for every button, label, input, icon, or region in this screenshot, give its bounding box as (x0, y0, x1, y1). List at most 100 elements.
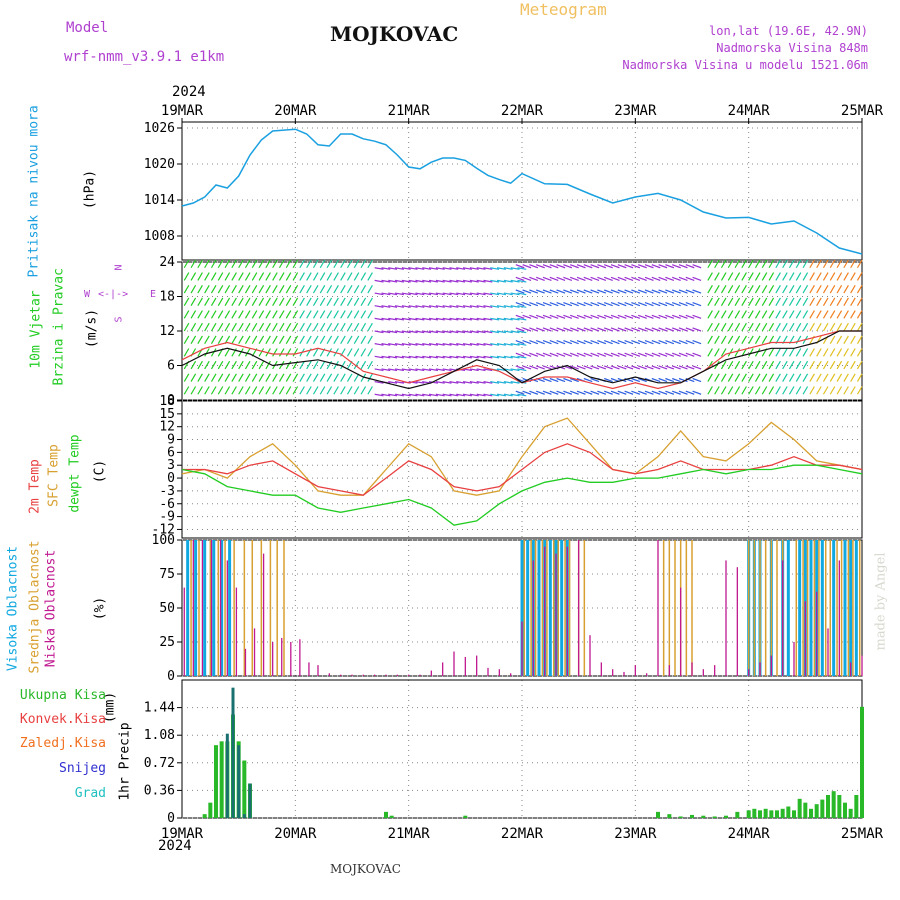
wind-barb (265, 310, 271, 319)
wind-barb (278, 272, 285, 281)
wind-barb (422, 355, 432, 359)
wind-barb (490, 393, 500, 397)
wind-barb (644, 264, 654, 269)
wind-barb (741, 259, 747, 269)
wind-barb (272, 272, 278, 281)
wind-barb (408, 292, 418, 296)
wind-barb (503, 393, 513, 397)
wind-barb (671, 390, 681, 395)
wind-barb (346, 373, 353, 382)
wind-barb (374, 368, 384, 372)
wind-barb (692, 289, 702, 294)
wind-barb (224, 386, 231, 395)
wind-barb (795, 335, 802, 344)
wind-barb (768, 272, 775, 281)
wind-barb (217, 322, 224, 332)
wind-barb (644, 390, 654, 395)
wind-barb (367, 297, 373, 307)
wind-barb (483, 279, 493, 283)
wind-barb (333, 272, 339, 281)
wind-barb (510, 305, 520, 308)
y-tick-label-precip: 0.36 (144, 783, 175, 798)
wind-barb (741, 310, 747, 319)
wind-barb (401, 355, 411, 359)
wind-barb (816, 259, 822, 269)
wind-barb (231, 297, 237, 307)
wind-barb (183, 284, 190, 294)
wind-barb (197, 360, 203, 370)
wind-barb (529, 314, 539, 319)
wind-gust-line (181, 330, 862, 390)
wind-barb (340, 284, 346, 294)
wind-barb (603, 340, 613, 345)
wind-barb (741, 297, 747, 307)
wind-barb (510, 292, 520, 296)
wind-barb (251, 360, 258, 370)
wind-barb (644, 352, 654, 357)
wind-barb (535, 314, 545, 319)
precip-bar-total (752, 808, 757, 818)
wind-barb (775, 386, 781, 395)
wind-barb (415, 305, 425, 308)
wind-barb (529, 340, 539, 345)
wind-barb (183, 310, 190, 319)
wind-barb (665, 289, 675, 294)
wind-barb (462, 292, 473, 296)
wind-barb (278, 373, 285, 382)
wind-barb (292, 284, 299, 294)
wind-barb (727, 373, 734, 382)
wind-barb (603, 289, 613, 294)
wind-barb (754, 297, 761, 307)
wind-barb (374, 381, 384, 384)
wind-barb (535, 276, 545, 281)
wind-barb (435, 292, 445, 296)
wind-barb (496, 355, 507, 359)
wind-barb (381, 267, 391, 270)
wind-barb (326, 310, 333, 319)
wind-barb (517, 393, 527, 397)
wind-barb (836, 348, 843, 357)
wind-barb (449, 393, 459, 397)
wind-barb (299, 373, 305, 382)
wind-barb (204, 360, 210, 370)
wind-barb (401, 368, 411, 372)
wind-barb (381, 393, 391, 397)
wind-barb (476, 279, 486, 283)
wind-barb (510, 279, 520, 283)
wind-barb (856, 386, 863, 395)
wind-barb (529, 264, 539, 269)
wind-barb (617, 365, 627, 370)
wind-barb (422, 279, 432, 283)
wind-barb (244, 386, 251, 395)
wind-barb (265, 284, 271, 294)
wind-barb (549, 352, 559, 357)
wind-barb (563, 340, 573, 345)
wind-barb (631, 340, 641, 345)
wind-barb (388, 292, 398, 296)
wind-barb (469, 317, 479, 321)
wind-barb (809, 322, 815, 332)
wind-barb (190, 335, 197, 344)
wind-barb (748, 297, 754, 307)
precip-bar-total (848, 808, 853, 818)
wind-barb (795, 386, 802, 395)
wind-barb (617, 340, 627, 345)
wind-barb (610, 390, 620, 395)
wind-barb (258, 310, 265, 319)
wind-barb (637, 264, 647, 269)
wind-barb (224, 284, 231, 294)
wind-barb (517, 317, 527, 321)
wind-barb (272, 284, 278, 294)
y-tick-label-temp: 9 (167, 433, 175, 448)
wind-barb (856, 360, 863, 370)
wind-barb (583, 327, 593, 332)
wind-barb (741, 335, 747, 344)
wind-barb (809, 348, 815, 357)
wind-barb (360, 386, 367, 395)
precip-bar-total (820, 799, 825, 818)
wind-barb (360, 297, 367, 307)
wind-barb (748, 335, 754, 344)
wind-barb (299, 310, 305, 319)
wind-barb (802, 373, 809, 382)
wind-barb (272, 386, 278, 395)
